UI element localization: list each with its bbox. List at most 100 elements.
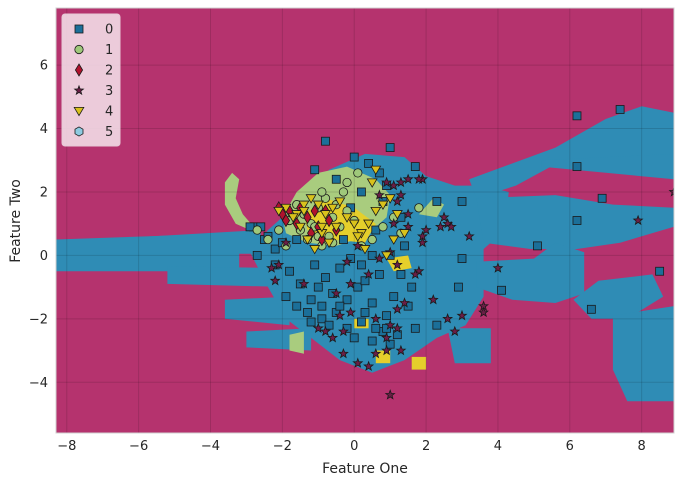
point-class-3 bbox=[417, 236, 428, 248]
legend-label: 5 bbox=[105, 125, 113, 140]
legend-label: 3 bbox=[105, 84, 113, 99]
legend-marker-4 bbox=[73, 107, 85, 117]
point-class-0 bbox=[270, 244, 280, 254]
point-class-0 bbox=[400, 241, 409, 251]
x-tick-label: 6 bbox=[566, 439, 574, 454]
point-class-0 bbox=[335, 263, 345, 273]
point-class-1 bbox=[317, 187, 327, 197]
point-class-3 bbox=[402, 221, 414, 232]
point-class-3 bbox=[373, 252, 385, 264]
point-class-0 bbox=[533, 241, 542, 251]
point-class-4 bbox=[323, 238, 335, 249]
point-class-0 bbox=[292, 301, 302, 311]
point-class-3 bbox=[668, 186, 674, 197]
point-class-3 bbox=[363, 360, 375, 372]
point-class-3 bbox=[320, 325, 331, 337]
decision-region-class-0 bbox=[573, 274, 664, 319]
point-class-3 bbox=[327, 332, 339, 343]
point-class-2 bbox=[325, 213, 334, 228]
point-class-0 bbox=[371, 323, 381, 333]
point-class-0 bbox=[321, 136, 330, 146]
point-class-3 bbox=[384, 389, 396, 400]
point-class-0 bbox=[349, 152, 359, 162]
point-class-3 bbox=[352, 357, 364, 368]
point-class-0 bbox=[389, 292, 399, 302]
point-class-3 bbox=[632, 214, 644, 226]
point-class-4 bbox=[391, 210, 403, 220]
x-tick-label: −4 bbox=[201, 439, 220, 454]
point-class-3 bbox=[381, 344, 392, 356]
x-tick-label: −2 bbox=[273, 439, 292, 454]
point-class-0 bbox=[410, 323, 420, 333]
point-class-3 bbox=[266, 262, 278, 273]
legend-label: 0 bbox=[105, 23, 113, 38]
point-class-1 bbox=[367, 234, 377, 245]
point-class-0 bbox=[655, 266, 665, 276]
point-class-0 bbox=[349, 333, 359, 343]
decision-region-class-0 bbox=[469, 106, 674, 199]
point-class-3 bbox=[338, 325, 349, 337]
point-class-0 bbox=[285, 266, 294, 276]
point-class-0 bbox=[572, 162, 582, 171]
y-tick-label: 6 bbox=[40, 59, 48, 74]
point-class-4 bbox=[298, 200, 310, 211]
point-class-0 bbox=[357, 317, 366, 327]
point-class-4 bbox=[330, 222, 342, 233]
point-class-3 bbox=[456, 309, 468, 321]
point-class-4 bbox=[316, 222, 328, 233]
plot-frame bbox=[55, 7, 675, 434]
point-class-3 bbox=[409, 268, 421, 280]
y-tick-label: 4 bbox=[40, 122, 48, 137]
point-class-0 bbox=[360, 276, 370, 286]
point-class-3 bbox=[388, 179, 400, 191]
point-class-0 bbox=[396, 270, 406, 279]
point-class-0 bbox=[303, 308, 312, 317]
point-class-4 bbox=[359, 245, 371, 255]
point-class-0 bbox=[407, 282, 417, 292]
point-class-0 bbox=[306, 295, 316, 305]
point-class-4 bbox=[348, 219, 360, 230]
point-class-3 bbox=[395, 176, 407, 188]
legend-item-5: 5 bbox=[74, 125, 113, 140]
point-class-2 bbox=[307, 226, 316, 240]
point-class-3 bbox=[373, 189, 385, 200]
point-class-4 bbox=[302, 235, 314, 245]
point-class-3 bbox=[338, 347, 349, 359]
point-class-0 bbox=[317, 301, 327, 311]
point-class-3 bbox=[269, 275, 281, 286]
point-class-2 bbox=[310, 204, 319, 218]
point-class-4 bbox=[305, 194, 317, 204]
point-class-4 bbox=[388, 235, 400, 245]
decision-region-class-0 bbox=[612, 306, 674, 402]
decision-region-class-0 bbox=[541, 153, 674, 180]
point-class-4 bbox=[341, 213, 353, 223]
legend: 0 1 2 3 4 5 bbox=[61, 13, 121, 147]
point-class-4 bbox=[309, 245, 321, 255]
point-class-0 bbox=[321, 273, 330, 282]
point-class-1 bbox=[414, 203, 424, 213]
point-class-0 bbox=[367, 336, 377, 346]
point-class-3 bbox=[478, 306, 489, 318]
decision-region-class-1 bbox=[224, 172, 254, 230]
point-class-0 bbox=[454, 282, 463, 292]
point-class-3 bbox=[402, 173, 414, 184]
point-class-3 bbox=[391, 303, 403, 314]
point-class-0 bbox=[292, 235, 302, 244]
point-class-4 bbox=[370, 206, 382, 217]
point-class-0 bbox=[385, 339, 395, 349]
x-tick-label: 2 bbox=[422, 439, 430, 454]
point-class-0 bbox=[353, 282, 363, 292]
point-class-3 bbox=[399, 297, 410, 308]
point-class-2 bbox=[281, 213, 291, 228]
point-class-2 bbox=[317, 232, 326, 247]
point-class-3 bbox=[445, 221, 457, 232]
point-class-3 bbox=[330, 287, 342, 299]
point-class-1 bbox=[263, 234, 273, 245]
point-class-4 bbox=[298, 206, 310, 217]
point-class-4 bbox=[399, 229, 411, 239]
point-class-0 bbox=[432, 197, 442, 206]
point-class-3 bbox=[388, 217, 400, 229]
point-class-0 bbox=[281, 292, 291, 302]
point-class-3 bbox=[345, 278, 357, 289]
point-class-0 bbox=[385, 143, 395, 152]
